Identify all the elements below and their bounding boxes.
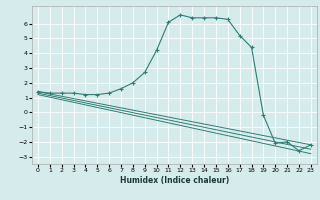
X-axis label: Humidex (Indice chaleur): Humidex (Indice chaleur) [120,176,229,185]
